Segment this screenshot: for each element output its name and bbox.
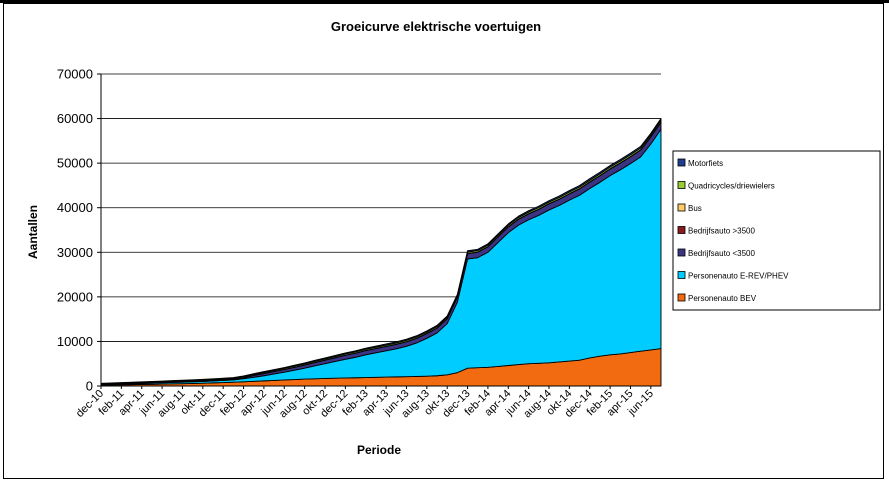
area-motorfiets (100, 117, 662, 385)
axes (97, 73, 661, 389)
top-edge-bar (0, 0, 889, 3)
y-tick-label: 60000 (57, 111, 93, 126)
legend-label: Bedrijfsauto <3500 (688, 249, 755, 258)
legend-label: Personenauto E-REV/PHEV (688, 272, 789, 281)
legend-swatch (677, 181, 686, 189)
legend-swatch (677, 293, 686, 302)
x-axis-label: Periode (357, 443, 401, 457)
legend-swatch (677, 271, 686, 279)
legend-box (672, 150, 881, 311)
legend-label: Personenauto BEV (688, 294, 757, 303)
legend-swatch (677, 158, 686, 167)
legend: Motorfiets Quadricycles/driewielers Bus Bed… (672, 150, 881, 311)
y-tick-label: 70000 (57, 67, 93, 82)
legend-swatch (677, 203, 686, 212)
legend-label: Bedrijfsauto >3500 (688, 227, 755, 236)
legend-label: Bus (688, 204, 702, 213)
chart-title: Groeicurve elektrische voertuigen (331, 19, 541, 34)
y-tick-label: 50000 (57, 156, 93, 171)
legend-swatch (677, 248, 686, 257)
y-axis-label: Aantallen (26, 205, 40, 259)
y-tick-label: 20000 (57, 289, 93, 304)
legend-label: Quadricycles/driewielers (688, 182, 775, 191)
y-tick-labels: 0 10000 20000 30000 40000 50000 60000 70000 (57, 67, 93, 394)
legend-items: Motorfiets Quadricycles/driewielers Bus Bed… (677, 158, 789, 303)
legend-swatch (677, 226, 686, 234)
legend-label: Motorfiets (688, 159, 723, 168)
x-tick-labels: dec-10feb-11apr-11jun-11aug-11okt-11dec-… (74, 388, 656, 421)
y-tick-label: 0 (86, 379, 93, 394)
y-tick-label: 30000 (57, 245, 93, 260)
y-tick-label: 10000 (57, 334, 93, 349)
y-tick-label: 40000 (57, 200, 93, 215)
